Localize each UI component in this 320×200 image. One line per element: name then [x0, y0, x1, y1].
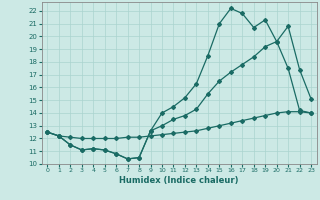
X-axis label: Humidex (Indice chaleur): Humidex (Indice chaleur): [119, 176, 239, 185]
